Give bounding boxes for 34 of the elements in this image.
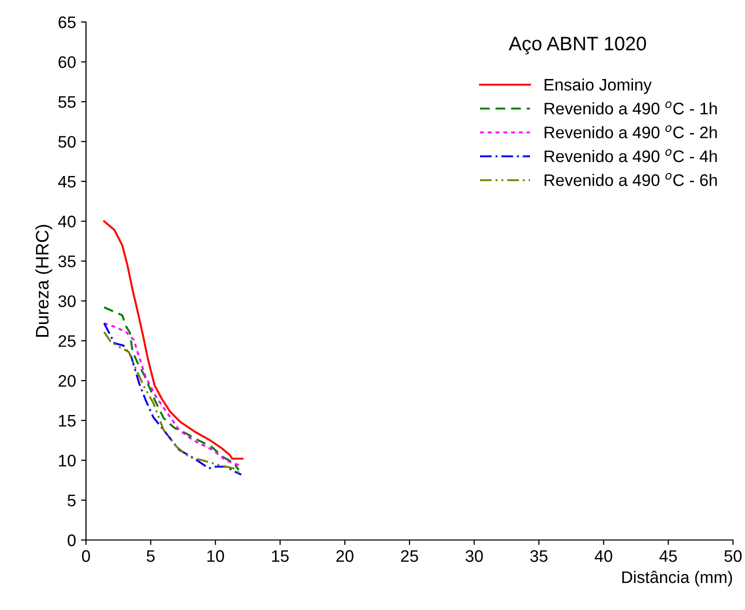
x-tick-label: 5 <box>146 550 155 562</box>
y-tick-label: 30 <box>58 295 76 308</box>
x-tick-label: 0 <box>82 550 90 562</box>
x-tick-label: 40 <box>594 550 612 562</box>
y-tick-label: 0 <box>68 534 76 546</box>
y-tick-label: 50 <box>58 136 76 148</box>
x-tick-label: 45 <box>659 550 677 562</box>
y-axis-title: Dureza (HRC) <box>35 224 52 337</box>
y-tick-label: 40 <box>58 216 76 228</box>
y-tick-label: 45 <box>58 176 76 188</box>
x-tick-label: 15 <box>272 550 289 562</box>
x-tick-label: 35 <box>530 550 548 562</box>
x-tick-label: 10 <box>207 550 224 562</box>
y-tick-label: 5 <box>68 494 76 506</box>
x-axis-title: Distância (mm) <box>622 570 732 586</box>
y-tick-label: 20 <box>58 375 76 387</box>
legend-label: Revenido a 490 $^{o}$C - 2h <box>544 125 717 138</box>
legend-label: Ensaio Jominy <box>544 78 652 94</box>
y-tick-label: 65 <box>58 16 76 28</box>
y-tick-label: 55 <box>58 96 76 108</box>
x-tick-label: 25 <box>401 550 418 562</box>
x-tick-label: 50 <box>724 550 742 562</box>
y-tick-label: 35 <box>58 255 76 268</box>
y-tick-label: 10 <box>59 454 76 467</box>
text: Aço ABNT 1020 <box>508 36 646 54</box>
y-tick-label: 60 <box>58 56 76 68</box>
x-tick-label: 30 <box>466 550 483 562</box>
legend-label: Revenido a 490 $^{o}$C - 4h <box>544 149 717 162</box>
x-tick-label: 20 <box>336 550 354 562</box>
y-tick-label: 15 <box>59 415 76 427</box>
line-series <box>103 220 244 460</box>
legend-label: Revenido a 490 $^{o}$C - 1h <box>544 101 717 114</box>
y-tick-label: 25 <box>58 335 76 347</box>
legend-label: Revenido a 490 $^{o}$C - 6h <box>544 172 717 186</box>
